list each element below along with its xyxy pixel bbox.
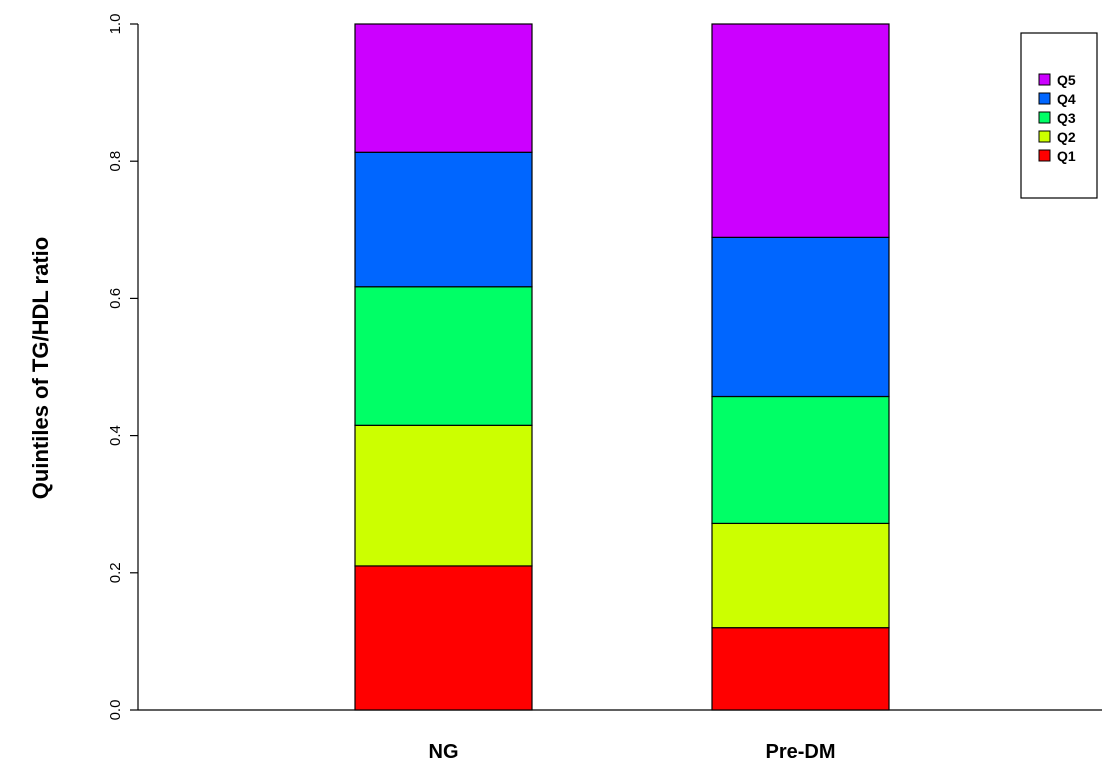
bar-segment-ng-q2 (354, 424, 533, 567)
bar-segment-ng-q5 (354, 23, 533, 153)
bar-segment-ng-q3 (354, 286, 533, 426)
bar-segment-pre-dm-q3 (711, 395, 890, 525)
bar-segment-pre-dm-q4 (711, 236, 890, 398)
y-tick-label: 0.8 (107, 151, 124, 172)
bar-segment-ng-q4 (354, 151, 533, 288)
bar-segment-pre-dm-q1 (711, 627, 890, 711)
y-axis: 0.0 0.2 0.4 0.6 0.8 1.0 (107, 14, 139, 721)
legend-label-q3: Q3 (1057, 110, 1076, 126)
x-category-label: Pre-DM (765, 741, 835, 763)
legend-box (1020, 32, 1098, 199)
legend: Q5 Q4 Q3 Q2 Q1 (1020, 32, 1098, 199)
bar-segment-pre-dm-q5 (711, 23, 890, 238)
x-axis: NG Pre-DM (138, 709, 1102, 763)
legend-label-q5: Q5 (1057, 72, 1076, 88)
y-tick-label: 0.0 (107, 700, 124, 721)
bars (354, 23, 890, 711)
legend-swatch-q2 (1038, 130, 1051, 143)
x-category-label: NG (429, 741, 459, 763)
y-tick-label: 1.0 (107, 14, 124, 35)
y-tick-label: 0.2 (107, 562, 124, 583)
legend-swatch-q1 (1038, 149, 1051, 162)
legend-swatch-q4 (1038, 92, 1051, 105)
y-tick-label: 0.4 (107, 425, 124, 446)
legend-swatch-q3 (1038, 111, 1051, 124)
y-tick-label: 0.6 (107, 288, 124, 309)
legend-label-q1: Q1 (1057, 148, 1076, 164)
legend-label-q2: Q2 (1057, 129, 1076, 145)
y-axis-title: Quintiles of TG/HDL ratio (28, 237, 53, 499)
bar-segment-pre-dm-q2 (711, 522, 890, 629)
legend-swatch-q5 (1038, 73, 1051, 86)
legend-label-q4: Q4 (1057, 91, 1076, 107)
bar-segment-ng-q1 (354, 565, 533, 711)
